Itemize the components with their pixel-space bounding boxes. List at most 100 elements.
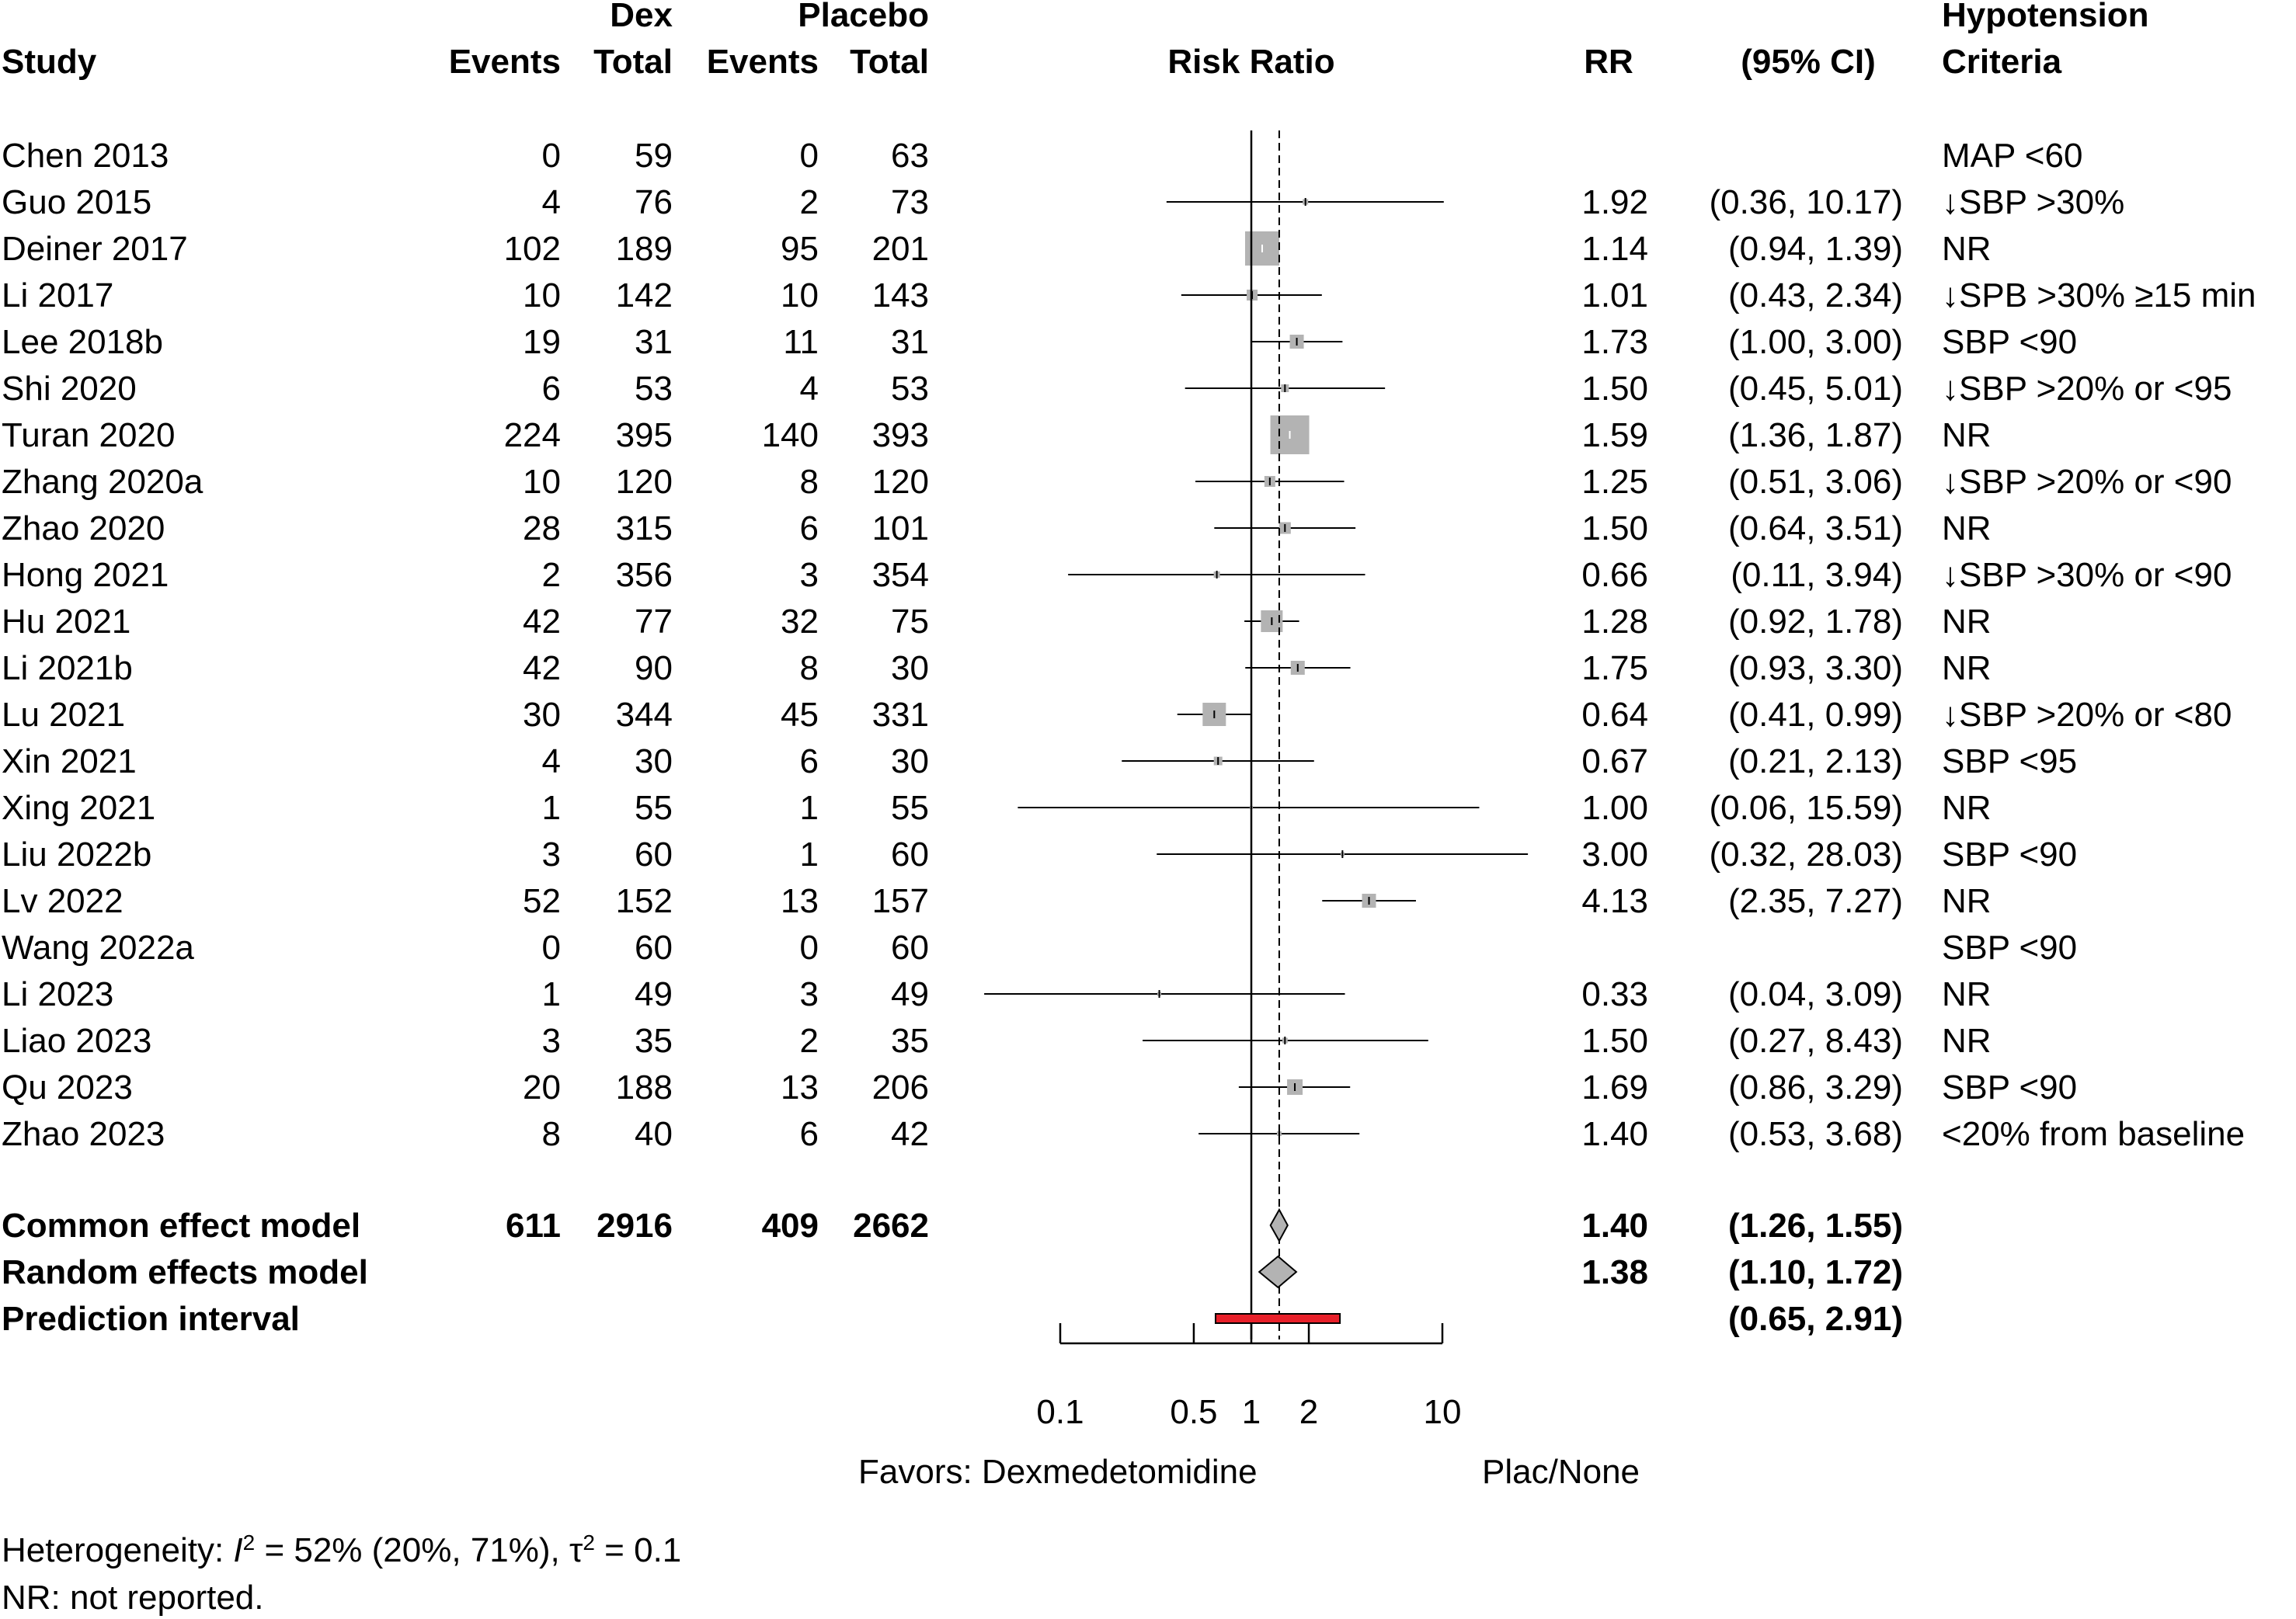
placebo-events: 10 — [781, 276, 819, 314]
dex-total: 315 — [616, 509, 673, 547]
study-name: Chen 2013 — [2, 137, 169, 175]
placebo-total: 120 — [872, 463, 929, 501]
placebo-total: 53 — [891, 370, 929, 408]
study-row: Zhao 2020 28 315 6 101 1.50 (0.64, 3.51) NR — [2, 509, 1992, 547]
placebo-total: 60 — [891, 836, 929, 874]
dex-total: 53 — [635, 370, 673, 408]
study-name: Turan 2020 — [2, 416, 175, 454]
dex-events: 20 — [523, 1068, 561, 1107]
study-row: Chen 2013 0 59 0 63 MAP <60 — [2, 137, 2082, 175]
hypotension-criteria: ↓SBP >30% — [1942, 183, 2124, 221]
dex-total: 59 — [635, 137, 673, 175]
dex-total: 344 — [616, 696, 673, 734]
study-name: Deiner 2017 — [2, 230, 188, 268]
header-dex-total: Total — [593, 43, 673, 81]
dex-total: 142 — [616, 276, 673, 314]
study-row: Li 2017 10 142 10 143 1.01 (0.43, 2.34) ↓SPB >3… — [2, 276, 2256, 314]
study-row: Qu 2023 20 188 13 206 1.69 (0.86, 3.29) SBP <90 — [2, 1068, 2077, 1107]
dex-events: 52 — [523, 882, 561, 920]
ci-value: (0.11, 3.94) — [1731, 556, 1903, 594]
header-risk-ratio: Risk Ratio — [1167, 43, 1334, 81]
hypotension-criteria: NR — [1942, 603, 1992, 641]
header-criteria-line1: Hypotension — [1942, 0, 2148, 34]
common-dex-total: 2916 — [597, 1207, 673, 1245]
study-row: Liu 2022b 3 60 1 60 3.00 (0.32, 28.03) SBP <90 — [2, 836, 2077, 874]
placebo-events: 8 — [800, 649, 819, 687]
ci-value: (0.64, 3.51) — [1728, 509, 1903, 547]
dex-total: 60 — [635, 836, 673, 874]
placebo-events: 0 — [800, 137, 819, 175]
placebo-total: 331 — [872, 696, 929, 734]
study-name: Zhang 2020a — [2, 463, 204, 501]
dex-events: 2 — [542, 556, 561, 594]
placebo-events: 6 — [800, 742, 819, 780]
footnote: NR: not reported. — [2, 1579, 264, 1617]
rr-value: 0.33 — [1581, 975, 1648, 1013]
ci-value: (2.35, 7.27) — [1728, 882, 1903, 920]
favors-left: Favors: Dexmedetomidine — [858, 1453, 1258, 1491]
header-dex: Dex — [610, 0, 673, 34]
dex-total: 189 — [616, 230, 673, 268]
dex-events: 28 — [523, 509, 561, 547]
study-name: Lv 2022 — [2, 882, 123, 920]
placebo-total: 206 — [872, 1068, 929, 1107]
dex-total: 55 — [635, 789, 673, 827]
study-name: Zhao 2020 — [2, 509, 165, 547]
placebo-total: 157 — [872, 882, 929, 920]
random-effects-diamond — [1258, 1255, 1298, 1289]
placebo-total: 201 — [872, 230, 929, 268]
dex-total: 40 — [635, 1115, 673, 1153]
rr-value: 0.67 — [1581, 742, 1648, 780]
common-ci: (1.26, 1.55) — [1728, 1207, 1903, 1245]
study-row: Li 2021b 42 90 8 30 1.75 (0.93, 3.30) NR — [2, 649, 1992, 687]
ci-value: (0.53, 3.68) — [1728, 1115, 1903, 1153]
ci-value: (0.92, 1.78) — [1728, 603, 1903, 641]
study-row: Hong 2021 2 356 3 354 0.66 (0.11, 3.94) ↓SBP >3… — [2, 556, 2232, 594]
ci-value: (0.32, 28.03) — [1710, 836, 1904, 874]
hypotension-criteria: SBP <90 — [1942, 929, 2077, 967]
study-name: Hong 2021 — [2, 556, 169, 594]
placebo-total: 393 — [872, 416, 929, 454]
study-name: Li 2017 — [2, 276, 113, 314]
study-name: Xing 2021 — [2, 789, 155, 827]
study-name: Guo 2015 — [2, 183, 151, 221]
rr-value: 1.50 — [1581, 1022, 1648, 1060]
dex-total: 35 — [635, 1022, 673, 1060]
ci-value: (0.04, 3.09) — [1728, 975, 1903, 1013]
study-name: Liao 2023 — [2, 1022, 151, 1060]
ci-value: (0.93, 3.30) — [1728, 649, 1903, 687]
dex-events: 0 — [542, 137, 561, 175]
study-row: Li 2023 1 49 3 49 0.33 (0.04, 3.09) NR — [2, 975, 1992, 1013]
plot-area: 0.1 0.5 1 2 10 — [984, 130, 1529, 1431]
dex-events: 1 — [542, 975, 561, 1013]
ci-value: (0.86, 3.29) — [1728, 1068, 1903, 1107]
placebo-events: 32 — [781, 603, 819, 641]
dex-events: 224 — [504, 416, 561, 454]
dex-events: 4 — [542, 742, 561, 780]
ci-value: (0.27, 8.43) — [1728, 1022, 1903, 1060]
dex-events: 42 — [523, 649, 561, 687]
study-row: Liao 2023 3 35 2 35 1.50 (0.27, 8.43) NR — [2, 1022, 1992, 1060]
prediction-interval-row: Prediction interval (0.65, 2.91) — [2, 1300, 1903, 1338]
study-name: Zhao 2023 — [2, 1115, 165, 1153]
dex-events: 3 — [542, 1022, 561, 1060]
ci-value: (0.45, 5.01) — [1728, 370, 1903, 408]
placebo-total: 30 — [891, 742, 929, 780]
placebo-events: 6 — [800, 1115, 819, 1153]
study-name: Li 2021b — [2, 649, 133, 687]
study-name: Hu 2021 — [2, 603, 130, 641]
placebo-events: 2 — [800, 183, 819, 221]
hypotension-criteria: ↓SBP >20% or <80 — [1942, 696, 2232, 734]
placebo-total: 63 — [891, 137, 929, 175]
placebo-events: 13 — [781, 882, 819, 920]
placebo-total: 354 — [872, 556, 929, 594]
hypotension-criteria: ↓SBP >20% or <90 — [1942, 463, 2232, 501]
ci-value: (0.06, 15.59) — [1710, 789, 1904, 827]
hypotension-criteria: ↓SBP >30% or <90 — [1942, 556, 2232, 594]
prediction-ci: (0.65, 2.91) — [1728, 1300, 1903, 1338]
common-effect-row: Common effect model 611 2916 409 2662 1.40 (1.… — [2, 1207, 1903, 1245]
rr-value: 1.50 — [1581, 509, 1648, 547]
header-placebo: Placebo — [798, 0, 929, 34]
x-tick-label: 2 — [1299, 1393, 1318, 1431]
